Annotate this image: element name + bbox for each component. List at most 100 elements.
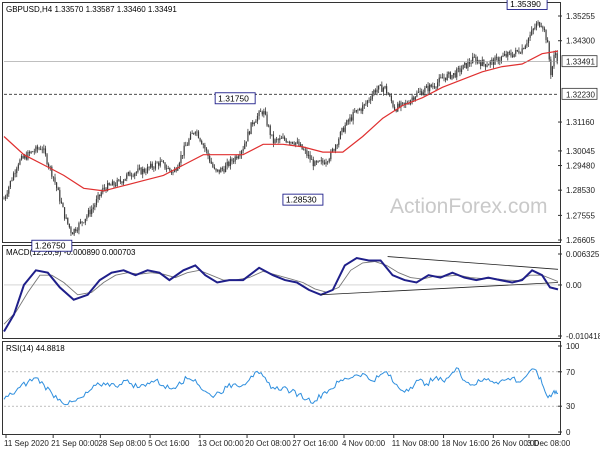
candle-body	[296, 141, 298, 143]
candle-body	[499, 60, 501, 63]
candle-body	[73, 228, 75, 235]
candle-body	[425, 85, 428, 88]
candle-body	[440, 77, 442, 78]
time-tick-label: 18 Nov 16:00	[442, 439, 490, 448]
candle-body	[437, 82, 439, 88]
candle-body	[234, 156, 236, 162]
candle-body	[43, 148, 45, 150]
candle-body	[78, 223, 80, 231]
candle-body	[547, 39, 549, 43]
candle-body	[393, 106, 396, 110]
candle-body	[197, 131, 200, 139]
candle-body	[194, 132, 196, 134]
candle-body	[341, 127, 343, 132]
candle-body	[468, 61, 471, 64]
candle-body	[457, 68, 459, 69]
candle-body	[344, 125, 346, 132]
candle-body	[358, 108, 361, 111]
candle-body	[3, 198, 5, 200]
candle-body	[148, 166, 150, 168]
candle-body	[398, 103, 400, 108]
candle-body	[191, 133, 193, 134]
candle-body	[368, 100, 370, 101]
candle-body	[135, 171, 137, 174]
candle-body	[100, 192, 102, 197]
candle-body	[48, 164, 50, 167]
candle-body	[500, 56, 503, 61]
price-tick-label: 1.28530	[566, 186, 595, 195]
candle-body	[303, 149, 305, 150]
candle-body	[256, 115, 259, 122]
candle-body	[146, 166, 149, 173]
candle-body	[107, 183, 109, 191]
candle-body	[30, 151, 32, 154]
candle-body	[315, 161, 318, 163]
candle-body	[401, 102, 404, 104]
candle-body	[362, 105, 364, 112]
candle-body	[328, 159, 330, 162]
candle-body	[102, 187, 104, 193]
candle-body	[470, 63, 472, 64]
macd-tick-label: -0.010418	[566, 332, 600, 341]
candle-body	[210, 161, 212, 164]
macd-panel	[2, 245, 561, 339]
candle-body	[189, 133, 192, 140]
candle-body	[355, 110, 357, 112]
candle-body	[342, 127, 345, 132]
candle-body	[540, 26, 542, 28]
candle-body	[140, 167, 142, 175]
candle-body	[258, 111, 260, 116]
candle-body	[9, 180, 11, 187]
candle-body	[478, 60, 480, 63]
annotation-label: 1.28530	[286, 195, 317, 205]
candle-body	[89, 210, 91, 215]
rsi-tick-label: 0	[566, 428, 571, 437]
candle-body	[240, 150, 243, 155]
candle-body	[298, 141, 300, 146]
candle-body	[435, 87, 437, 88]
rsi-tick-label: 100	[566, 342, 580, 351]
candle-body	[142, 168, 144, 175]
candle-body	[185, 145, 187, 147]
candle-body	[228, 161, 230, 166]
candle-body	[366, 100, 369, 104]
candle-body	[126, 174, 128, 179]
candle-body	[154, 162, 157, 169]
candle-body	[274, 139, 276, 144]
annotation-label: 1.35390	[510, 0, 541, 9]
candle-body	[403, 102, 405, 105]
candle-body	[217, 169, 219, 171]
candle-body	[70, 227, 72, 233]
candle-body	[496, 57, 498, 58]
annotation-box	[282, 193, 324, 206]
rsi-tick-label: 30	[566, 402, 575, 411]
candle-body	[229, 159, 231, 166]
candle-body	[320, 160, 322, 162]
macd-main-line	[3, 256, 559, 333]
candle-body	[92, 207, 94, 210]
annotation-box	[214, 92, 256, 105]
candle-body	[480, 62, 482, 66]
candle-body	[535, 23, 538, 28]
candle-body	[162, 161, 165, 163]
candle-body	[111, 181, 114, 186]
candle-body	[119, 179, 121, 182]
candle-body	[19, 159, 21, 165]
candle-body	[322, 160, 324, 163]
candle-body	[539, 22, 541, 27]
candle-body	[429, 84, 431, 92]
time-tick-label: 20 Oct 08:00	[245, 439, 291, 448]
candle-body	[44, 148, 47, 155]
candle-body	[22, 156, 24, 159]
candle-body	[266, 114, 268, 126]
candle-body	[272, 134, 275, 144]
candle-body	[460, 69, 463, 72]
candle-body	[347, 120, 349, 122]
macd-trendline	[387, 256, 559, 270]
candle-body	[521, 48, 523, 54]
candle-body	[309, 154, 311, 160]
candle-body	[41, 149, 43, 151]
candle-body	[57, 187, 59, 191]
candle-body	[4, 196, 7, 199]
